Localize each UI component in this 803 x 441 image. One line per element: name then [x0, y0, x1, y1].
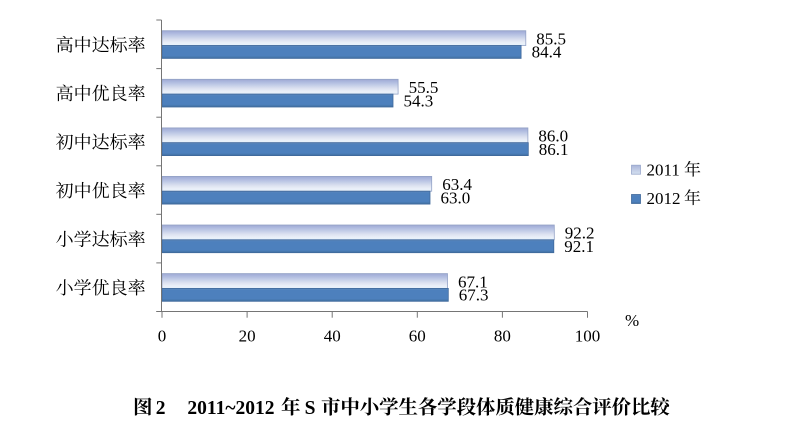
- svg-text:86.1: 86.1: [539, 140, 569, 159]
- svg-text:2012: 2012: [647, 189, 681, 208]
- svg-text:80: 80: [494, 327, 511, 346]
- svg-text:%: %: [625, 311, 639, 330]
- svg-text:100: 100: [575, 327, 601, 346]
- svg-text:2011~2012: 2011~2012: [187, 398, 274, 419]
- svg-text:2: 2: [156, 398, 166, 419]
- svg-text:92.2: 92.2: [565, 224, 595, 243]
- svg-text:86.0: 86.0: [538, 127, 568, 146]
- svg-text:2011: 2011: [647, 160, 680, 179]
- svg-text:20: 20: [239, 327, 256, 346]
- svg-text:84.4: 84.4: [532, 43, 562, 62]
- svg-text:40: 40: [324, 327, 341, 346]
- svg-text:0: 0: [158, 327, 167, 346]
- svg-text:60: 60: [409, 327, 426, 346]
- svg-text:92.1: 92.1: [564, 237, 594, 256]
- svg-text:67.3: 67.3: [459, 286, 489, 305]
- svg-text:85.5: 85.5: [536, 29, 566, 48]
- svg-text:S: S: [305, 398, 316, 419]
- svg-text:67.1: 67.1: [458, 272, 488, 291]
- svg-text:63.0: 63.0: [441, 189, 471, 208]
- svg-text:54.3: 54.3: [404, 91, 434, 110]
- svg-text:55.5: 55.5: [409, 78, 439, 97]
- svg-text:63.4: 63.4: [442, 175, 472, 194]
